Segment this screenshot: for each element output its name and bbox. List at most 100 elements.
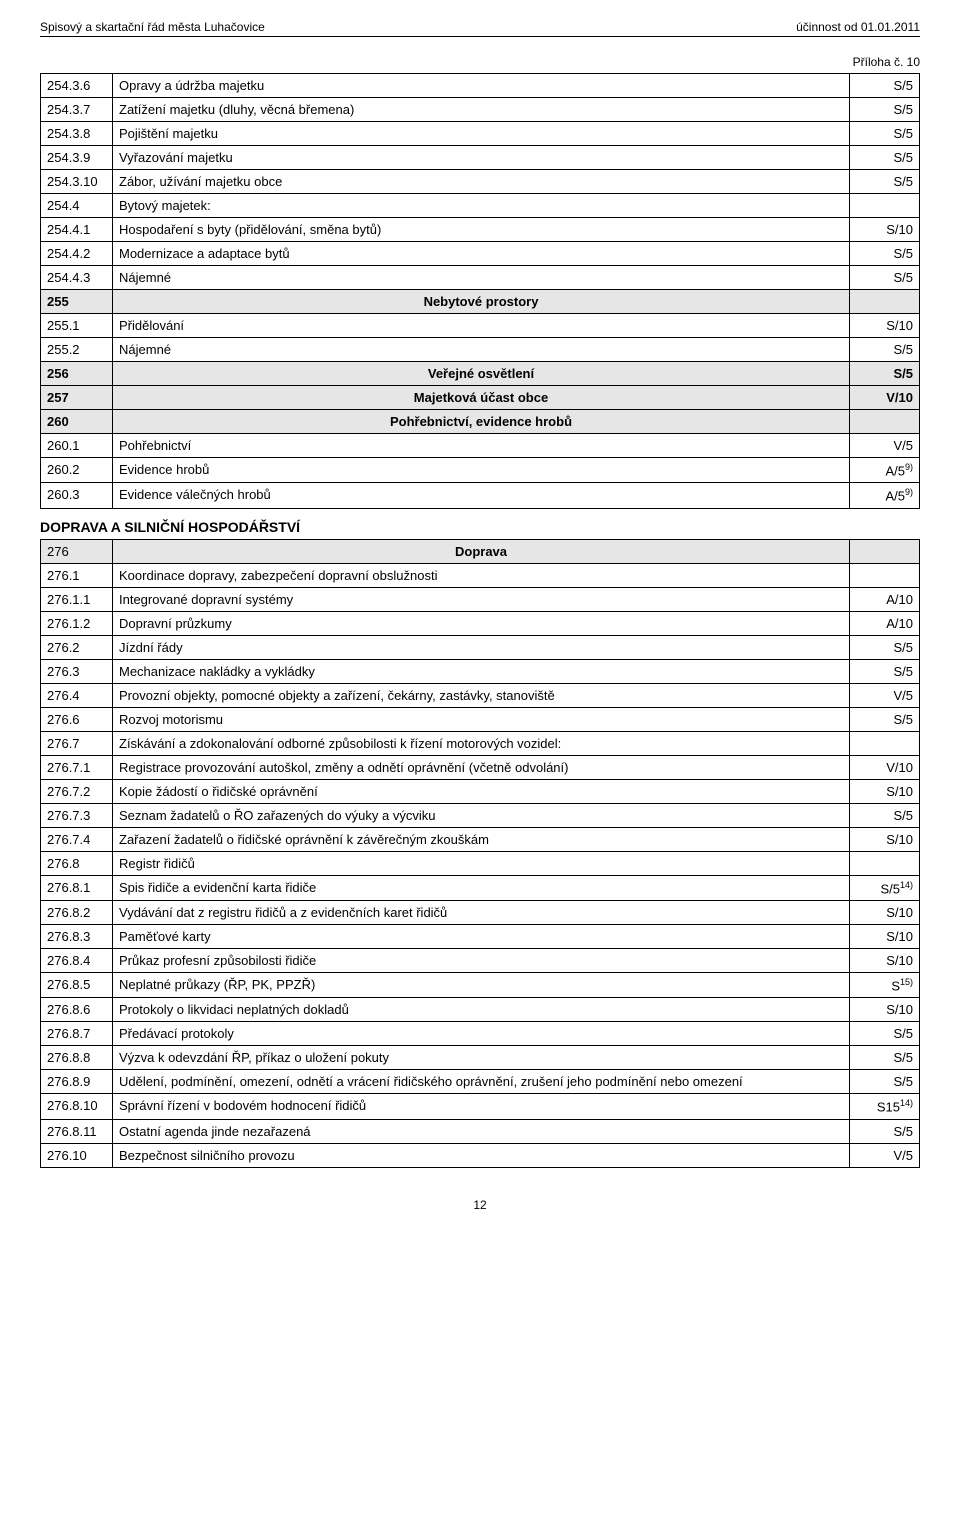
table-row: 256Veřejné osvětleníS/5 [41,362,920,386]
table-row: 260Pohřebnictví, evidence hrobů [41,410,920,434]
row-value: S/10 [850,218,920,242]
row-value: S/10 [850,314,920,338]
table-row: 255Nebytové prostory [41,290,920,314]
row-code: 276.2 [41,635,113,659]
row-description: Registr řidičů [113,851,850,875]
row-value: S/5 [850,98,920,122]
row-description: Integrované dopravní systémy [113,587,850,611]
row-description: Pohřebnictví [113,434,850,458]
row-code: 276.1 [41,563,113,587]
row-description: Evidence hrobů [113,458,850,483]
table-row: 276.6Rozvoj motorismuS/5 [41,707,920,731]
row-code: 276.4 [41,683,113,707]
row-code: 254.3.9 [41,146,113,170]
row-value: S/10 [850,924,920,948]
row-value: S/5 [850,635,920,659]
row-value: S/5 [850,266,920,290]
row-description: Spis řidiče a evidenční karta řidiče [113,875,850,900]
row-value: S/10 [850,998,920,1022]
row-code: 254.4.3 [41,266,113,290]
row-value: S/5 [850,1119,920,1143]
row-code: 276.8.3 [41,924,113,948]
row-value: S1514) [850,1094,920,1119]
section-title: DOPRAVA A SILNIČNÍ HOSPODÁŘSTVÍ [40,519,920,535]
row-value: S/5 [850,74,920,98]
table-row: 276.3Mechanizace nakládky a vykládkyS/5 [41,659,920,683]
row-description: Nájemné [113,338,850,362]
row-description: Vyřazování majetku [113,146,850,170]
records-table-1: 254.3.6Opravy a údržba majetkuS/5254.3.7… [40,73,920,509]
table-row: 276.8.2Vydávání dat z registru řidičů a … [41,900,920,924]
row-description: Hospodaření s byty (přidělování, směna b… [113,218,850,242]
table-row: 276.7.4Zařazení žadatelů o řidičské oprá… [41,827,920,851]
table-row: 254.3.10Zábor, užívání majetku obceS/5 [41,170,920,194]
row-value: S/5 [850,242,920,266]
row-code: 276.7.4 [41,827,113,851]
row-value [850,563,920,587]
row-value: S/5 [850,146,920,170]
table-row: 254.4.3NájemnéS/5 [41,266,920,290]
row-description: Koordinace dopravy, zabezpečení dopravní… [113,563,850,587]
table-row: 276.8.8Výzva k odevzdání ŘP, příkaz o ul… [41,1046,920,1070]
table-row: 254.3.9Vyřazování majetkuS/5 [41,146,920,170]
row-description: Nájemné [113,266,850,290]
row-description: Předávací protokoly [113,1022,850,1046]
row-value: S/10 [850,779,920,803]
table-row: 254.4.2Modernizace a adaptace bytůS/5 [41,242,920,266]
row-description: Zábor, užívání majetku obce [113,170,850,194]
row-description: Jízdní řády [113,635,850,659]
row-code: 276.8.2 [41,900,113,924]
row-code: 276.7.2 [41,779,113,803]
row-value: S/5 [850,1022,920,1046]
row-description: Vydávání dat z registru řidičů a z evide… [113,900,850,924]
row-description: Pohřebnictví, evidence hrobů [113,410,850,434]
row-code: 276.7 [41,731,113,755]
document-header: Spisový a skartační řád města Luhačovice… [40,20,920,37]
table-row: 276.1.2Dopravní průzkumyA/10 [41,611,920,635]
row-code: 276.7.3 [41,803,113,827]
row-code: 276 [41,539,113,563]
row-code: 260 [41,410,113,434]
row-description: Registrace provozování autoškol, změny a… [113,755,850,779]
table-row: 276.8.11Ostatní agenda jinde nezařazenáS… [41,1119,920,1143]
row-value [850,290,920,314]
table-row: 260.1PohřebnictvíV/5 [41,434,920,458]
row-code: 276.8.5 [41,972,113,997]
records-table-2: 276Doprava276.1Koordinace dopravy, zabez… [40,539,920,1168]
row-description: Bezpečnost silničního provozu [113,1143,850,1167]
row-value [850,539,920,563]
row-code: 276.8.4 [41,948,113,972]
row-code: 260.2 [41,458,113,483]
row-value [850,194,920,218]
row-code: 257 [41,386,113,410]
row-description: Majetková účast obce [113,386,850,410]
row-code: 276.8.8 [41,1046,113,1070]
row-code: 276.8.11 [41,1119,113,1143]
row-description: Doprava [113,539,850,563]
table-row: 276.8.5Neplatné průkazy (ŘP, PK, PPZŘ)S1… [41,972,920,997]
table-row: 255.2NájemnéS/5 [41,338,920,362]
row-description: Evidence válečných hrobů [113,483,850,508]
row-description: Provozní objekty, pomocné objekty a zaří… [113,683,850,707]
row-description: Zařazení žadatelů o řidičské oprávnění k… [113,827,850,851]
table-row: 257Majetková účast obceV/10 [41,386,920,410]
table-row: 276.8.7Předávací protokolyS/5 [41,1022,920,1046]
row-value: V/5 [850,434,920,458]
table-row: 276.8.6Protokoly o likvidaci neplatných … [41,998,920,1022]
row-code: 276.8.6 [41,998,113,1022]
table-row: 276.10Bezpečnost silničního provozuV/5 [41,1143,920,1167]
row-value: S/10 [850,900,920,924]
table-row: 254.3.8Pojištění majetkuS/5 [41,122,920,146]
row-value: S15) [850,972,920,997]
table-row: 254.4Bytový majetek: [41,194,920,218]
row-value: S/5 [850,707,920,731]
row-value: A/10 [850,611,920,635]
row-code: 276.8.7 [41,1022,113,1046]
row-value: S/5 [850,122,920,146]
row-value: S/5 [850,170,920,194]
table-row: 276.4Provozní objekty, pomocné objekty a… [41,683,920,707]
table-row: 276.8.4Průkaz profesní způsobilosti řidi… [41,948,920,972]
row-value: S/5 [850,1046,920,1070]
table-row: 276.7Získávání a zdokonalování odborné z… [41,731,920,755]
row-code: 255.1 [41,314,113,338]
